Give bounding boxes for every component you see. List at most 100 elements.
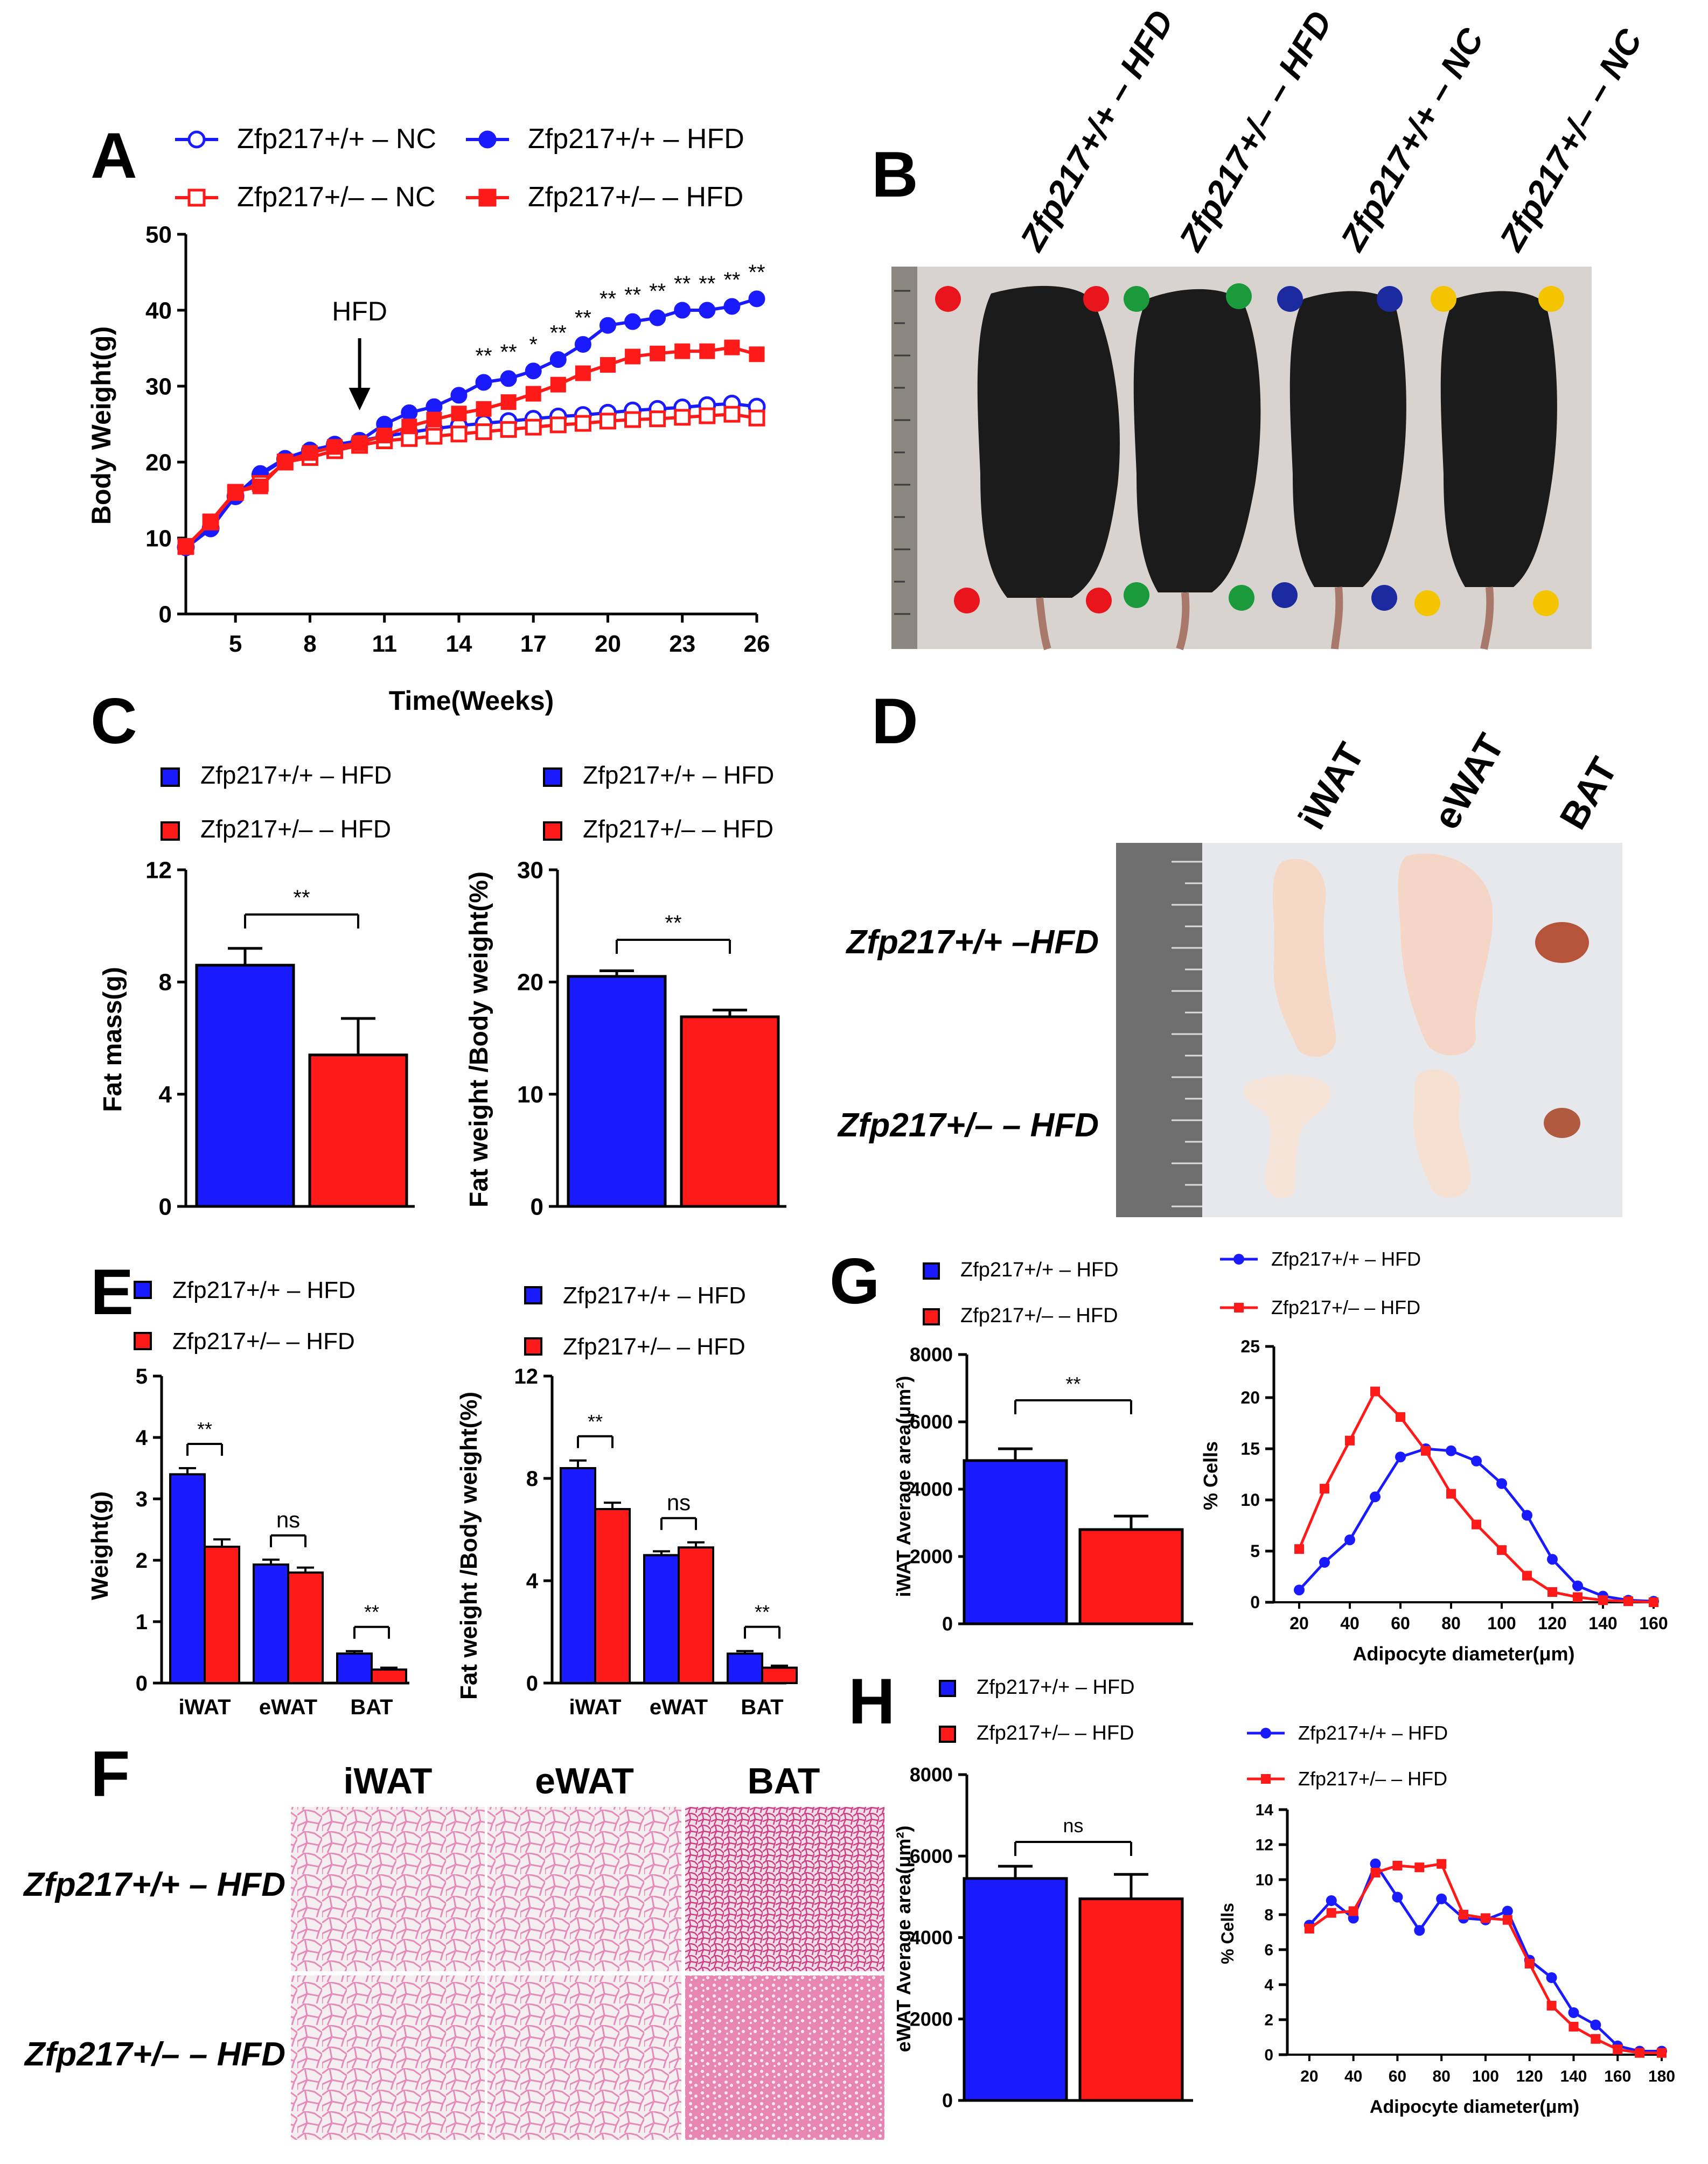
data-point (549, 416, 567, 434)
x-tick-label: 40 (1344, 2068, 1362, 2085)
data-point (476, 401, 492, 417)
data-point (649, 309, 666, 326)
chart-ewat-average-area: 0 2000 4000 6000 8000 eWAT Average area(μm²) n… (893, 1676, 1193, 2112)
data-point (674, 343, 691, 359)
data-point (1370, 1386, 1380, 1397)
data-point (1421, 1446, 1431, 1456)
significance-label: ** (624, 283, 641, 307)
data-point (748, 290, 765, 308)
het-iwat-tissue (1244, 1075, 1331, 1198)
y-tick-label: 2000 (910, 2008, 953, 2030)
panel-letter-e: E (90, 1256, 134, 1328)
ear-tags (935, 283, 1564, 616)
legend-marker (1261, 1774, 1271, 1784)
x-tick-label: 5 (229, 631, 242, 657)
data-point (1370, 1858, 1381, 1869)
bar (371, 1668, 407, 1684)
panel-letter-a: A (90, 120, 137, 192)
significance-label: ns (667, 1490, 691, 1515)
legend-label: Zfp217+/– – HFD (1271, 1296, 1420, 1318)
significance-label: ** (475, 344, 492, 368)
data-point (1459, 1910, 1469, 1919)
data-point (1591, 2034, 1601, 2044)
x-axis-label: Adipocyte diameter(μm) (1370, 2097, 1579, 2117)
data-point (674, 302, 691, 319)
y-axis-label: Weight(g) (87, 1491, 113, 1600)
data-point (1568, 2022, 1579, 2032)
panel-letter-g: G (829, 1245, 880, 1317)
legend-swatch (524, 1337, 542, 1356)
y-tick-label: 8 (1264, 1907, 1273, 1924)
legend-label: Zfp217+/+ – HFD (583, 761, 774, 789)
legend-swatch (161, 821, 180, 841)
tag-red-top-right (1083, 286, 1109, 312)
legend-swatch (923, 1308, 940, 1325)
bar-1 (680, 1015, 780, 1208)
mouse-2 (1133, 289, 1261, 592)
legend-label: Zfp217+/– – HFD (960, 1304, 1118, 1327)
data-point (178, 539, 194, 555)
y-axis-label: Body Weight(g) (86, 326, 116, 525)
series-line-1 (1308, 1862, 1662, 2055)
data-point (1522, 1570, 1532, 1581)
x-axis-label: Adipocyte diameter(μm) (1353, 1643, 1574, 1665)
data-point (1657, 2048, 1667, 2058)
legend-label: Zfp217+/– – HFD (977, 1722, 1134, 1744)
y-axis-label: iWAT Average area(μm²) (893, 1376, 915, 1597)
x-tick-label: 140 (1588, 1614, 1617, 1633)
significance-label: ns (276, 1507, 300, 1532)
data-point (1497, 1545, 1507, 1555)
legend-marker (1234, 1303, 1244, 1313)
x-tick-label: 160 (1604, 2068, 1631, 2085)
histology-wt-ewat (487, 1807, 681, 1971)
ruler-b (891, 267, 917, 649)
chart-depot-weight-ratio: 0 4 8 12 Fat weight /Body weight(%) iWAT ** eWA… (456, 1282, 798, 1719)
y-tick-label: 4 (1264, 1977, 1273, 1994)
y-tick-label: 1 (136, 1610, 148, 1634)
data-point (1496, 1478, 1507, 1489)
bar-0 (195, 964, 295, 1208)
panel-f-row-wt: Zfp217+/+ – HFD (23, 1866, 285, 1903)
data-point (1572, 1580, 1583, 1591)
data-point (1546, 2001, 1557, 2011)
x-tick-label: 20 (1300, 2068, 1318, 2085)
y-tick-label: 20 (517, 969, 543, 996)
data-point (1472, 1519, 1481, 1530)
data-point (1396, 1412, 1405, 1422)
legend-label: Zfp217+/+ – HFD (960, 1259, 1119, 1281)
significance-label: ** (699, 272, 715, 296)
bar (594, 1508, 631, 1684)
y-axis-label: eWAT Average area(μm²) (893, 1826, 915, 2053)
x-tick-label: BAT (350, 1695, 393, 1719)
panel-d-col-iwat: iWAT (1290, 736, 1372, 836)
data-point (1319, 1556, 1330, 1568)
data-point (1395, 1451, 1406, 1463)
data-point (1573, 1592, 1582, 1602)
data-point (599, 413, 616, 430)
y-tick-label: 30 (145, 373, 172, 400)
data-point (574, 415, 591, 432)
wt-bat-tissue (1535, 922, 1589, 963)
legend-label: Zfp217+/+ – HFD (563, 1282, 746, 1309)
legend-swatch (161, 767, 180, 787)
y-tick-label: 0 (942, 2090, 953, 2112)
mice-photo (891, 267, 1592, 651)
bar-1 (1078, 1528, 1184, 1625)
x-tick-label: iWAT (178, 1695, 231, 1719)
data-point (1414, 1925, 1425, 1936)
x-tick-label: eWAT (650, 1695, 708, 1719)
chart-ewat-diameter-distribution: 0 2 4 6 8 10 12 14 % Cells 20 40 60 80 100 120 140 160 18… (1218, 1722, 1675, 2117)
data-point (574, 336, 591, 353)
significance-label: ** (723, 268, 740, 292)
tag-green-top-right (1226, 283, 1252, 309)
data-point (1446, 1445, 1456, 1456)
mouse-3 (1289, 291, 1406, 587)
data-point (624, 411, 642, 428)
data-point (1524, 1959, 1535, 1968)
panel-b-col-1: Zfp217+/+ – HFD (1012, 4, 1181, 258)
data-point (624, 313, 642, 330)
y-tick-label: 15 (1240, 1439, 1260, 1458)
panel-d-col-ewat: eWAT (1425, 727, 1512, 836)
y-tick-label: 2 (1264, 2012, 1273, 2029)
